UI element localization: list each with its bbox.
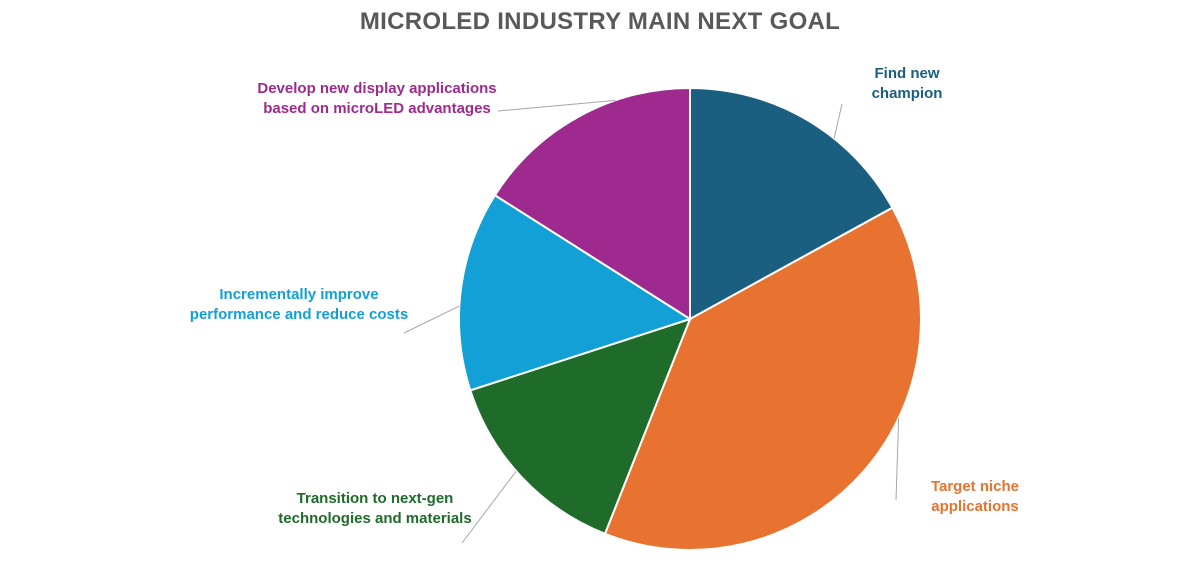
slice-find-new-champion bbox=[689, 86, 894, 321]
leader-line bbox=[403, 305, 460, 334]
leader-line bbox=[833, 103, 843, 139]
slice-target-niche bbox=[603, 206, 922, 551]
leader-line bbox=[461, 470, 517, 544]
leader-line bbox=[497, 99, 616, 112]
slice-label-develop: Develop new display applications based o… bbox=[257, 80, 497, 117]
slice-develop bbox=[493, 86, 691, 321]
slice-incremental bbox=[458, 193, 693, 392]
leader-line bbox=[895, 418, 900, 501]
slice-label-incremental: Incrementally improve performance and re… bbox=[189, 286, 409, 323]
slice-label-find-new-champion: Find new champion bbox=[871, 65, 943, 102]
slice-label-transition: Transition to next-gen technologies and … bbox=[278, 490, 472, 527]
slice-label-target-niche: Target niche applications bbox=[930, 478, 1020, 515]
chart-title: MICROLED INDUSTRY MAIN NEXT GOAL bbox=[359, 8, 841, 35]
